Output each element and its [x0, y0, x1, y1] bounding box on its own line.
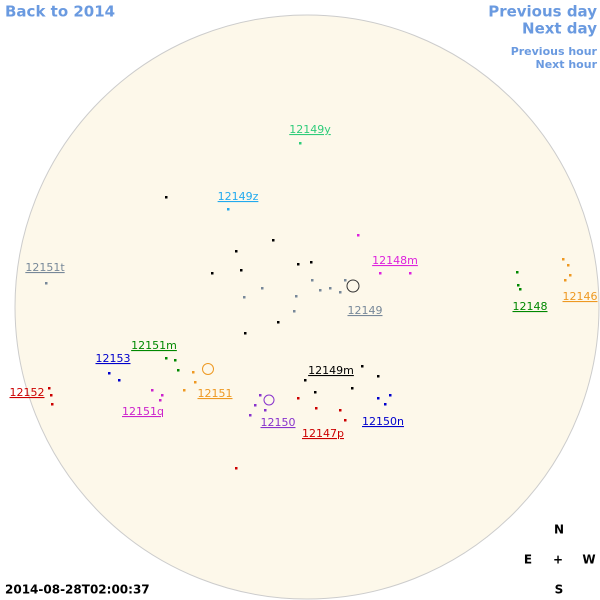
compass-east: E — [524, 553, 532, 567]
sunspot — [174, 359, 177, 362]
sunspot — [351, 387, 354, 390]
sunspot — [211, 272, 214, 275]
next-day-link[interactable]: Next day — [522, 20, 597, 38]
sunspot — [389, 394, 392, 397]
sunspot — [319, 289, 322, 292]
region-label[interactable]: 12151t — [25, 261, 65, 274]
region-label[interactable]: 12147p — [302, 427, 344, 440]
solar-disk — [14, 14, 600, 600]
region-label[interactable]: 12146 — [563, 290, 598, 303]
sunspot — [567, 264, 570, 267]
sunspot — [377, 397, 380, 400]
sunspot — [339, 291, 342, 294]
sunspot — [159, 399, 162, 402]
region-label[interactable]: 12150 — [261, 416, 296, 429]
sunspot — [240, 269, 243, 272]
sunspot — [108, 372, 111, 375]
sunspot — [310, 261, 313, 264]
sunspot — [264, 409, 267, 412]
sunspot — [569, 274, 572, 277]
sunspot — [161, 394, 164, 397]
sunspots — [45, 142, 572, 470]
sunspot — [344, 279, 347, 282]
sunspot — [235, 467, 238, 470]
sunspot — [45, 282, 48, 285]
sunspot — [118, 379, 121, 382]
next-hour-link[interactable]: Next hour — [536, 58, 598, 71]
sunspot — [361, 365, 364, 368]
region-label[interactable]: 12148m — [372, 254, 418, 267]
previous-day-link[interactable]: Previous day — [488, 3, 597, 21]
back-link[interactable]: Back to 2014 — [5, 3, 115, 21]
sunspot — [357, 234, 360, 237]
sunspot — [51, 403, 54, 406]
sunspot — [299, 142, 302, 145]
sunspot — [244, 332, 247, 335]
sunspot — [562, 258, 565, 261]
sunspot — [329, 287, 332, 290]
sunspot — [249, 414, 252, 417]
sunspot — [192, 371, 195, 374]
compass-north: N — [554, 523, 564, 537]
region-label[interactable]: 12149m — [308, 364, 354, 377]
region-label[interactable]: 12151m — [131, 339, 177, 352]
region-label[interactable]: 12149z — [218, 190, 259, 203]
sunspot — [48, 387, 51, 390]
sunspot — [235, 250, 238, 253]
sunspot — [272, 239, 275, 242]
sunspot — [261, 287, 264, 290]
sunspot-umbra — [346, 279, 360, 293]
region-label[interactable]: 12149 — [348, 304, 383, 317]
sunspot — [297, 397, 300, 400]
region-label[interactable]: 12151 — [198, 387, 233, 400]
sunspot — [344, 419, 347, 422]
sunspot-umbra — [263, 394, 275, 406]
region-label[interactable]: 12150n — [362, 415, 404, 428]
sunspot-umbra — [202, 363, 214, 375]
sunspot — [517, 284, 520, 287]
sunspot — [384, 403, 387, 406]
sunspot — [254, 404, 257, 407]
region-label[interactable]: 12151q — [122, 405, 164, 418]
previous-hour-link[interactable]: Previous hour — [511, 45, 598, 58]
sunspot — [50, 394, 53, 397]
sunspot — [315, 407, 318, 410]
sunspot — [277, 321, 280, 324]
sunspot — [194, 381, 197, 384]
compass-center: + — [553, 553, 563, 567]
sunspot — [183, 389, 186, 392]
sunspot — [519, 288, 522, 291]
sunspot — [297, 263, 300, 266]
compass-south: S — [555, 583, 564, 597]
sunspot — [259, 394, 262, 397]
sunspot — [295, 295, 298, 298]
sunspot — [377, 375, 380, 378]
sunspot — [339, 409, 342, 412]
sunspot — [151, 389, 154, 392]
sunspot — [516, 271, 519, 274]
compass-west: W — [582, 553, 595, 567]
region-label[interactable]: 12148 — [513, 300, 548, 313]
sunspot — [293, 310, 296, 313]
sunspot — [314, 391, 317, 394]
sunspot — [165, 357, 168, 360]
sunspot — [311, 279, 314, 282]
region-label[interactable]: 12153 — [96, 352, 131, 365]
sunspot — [243, 296, 246, 299]
timestamp: 2014-08-28T02:00:37 — [5, 583, 150, 597]
sunspot — [304, 379, 307, 382]
sunspot — [409, 272, 412, 275]
sunspot — [227, 208, 230, 211]
sunspot — [165, 196, 168, 199]
sunspot — [564, 279, 567, 282]
region-label[interactable]: 12149y — [289, 123, 331, 136]
sunspot — [177, 369, 180, 372]
region-label[interactable]: 12152 — [10, 386, 45, 399]
sunspot — [379, 272, 382, 275]
